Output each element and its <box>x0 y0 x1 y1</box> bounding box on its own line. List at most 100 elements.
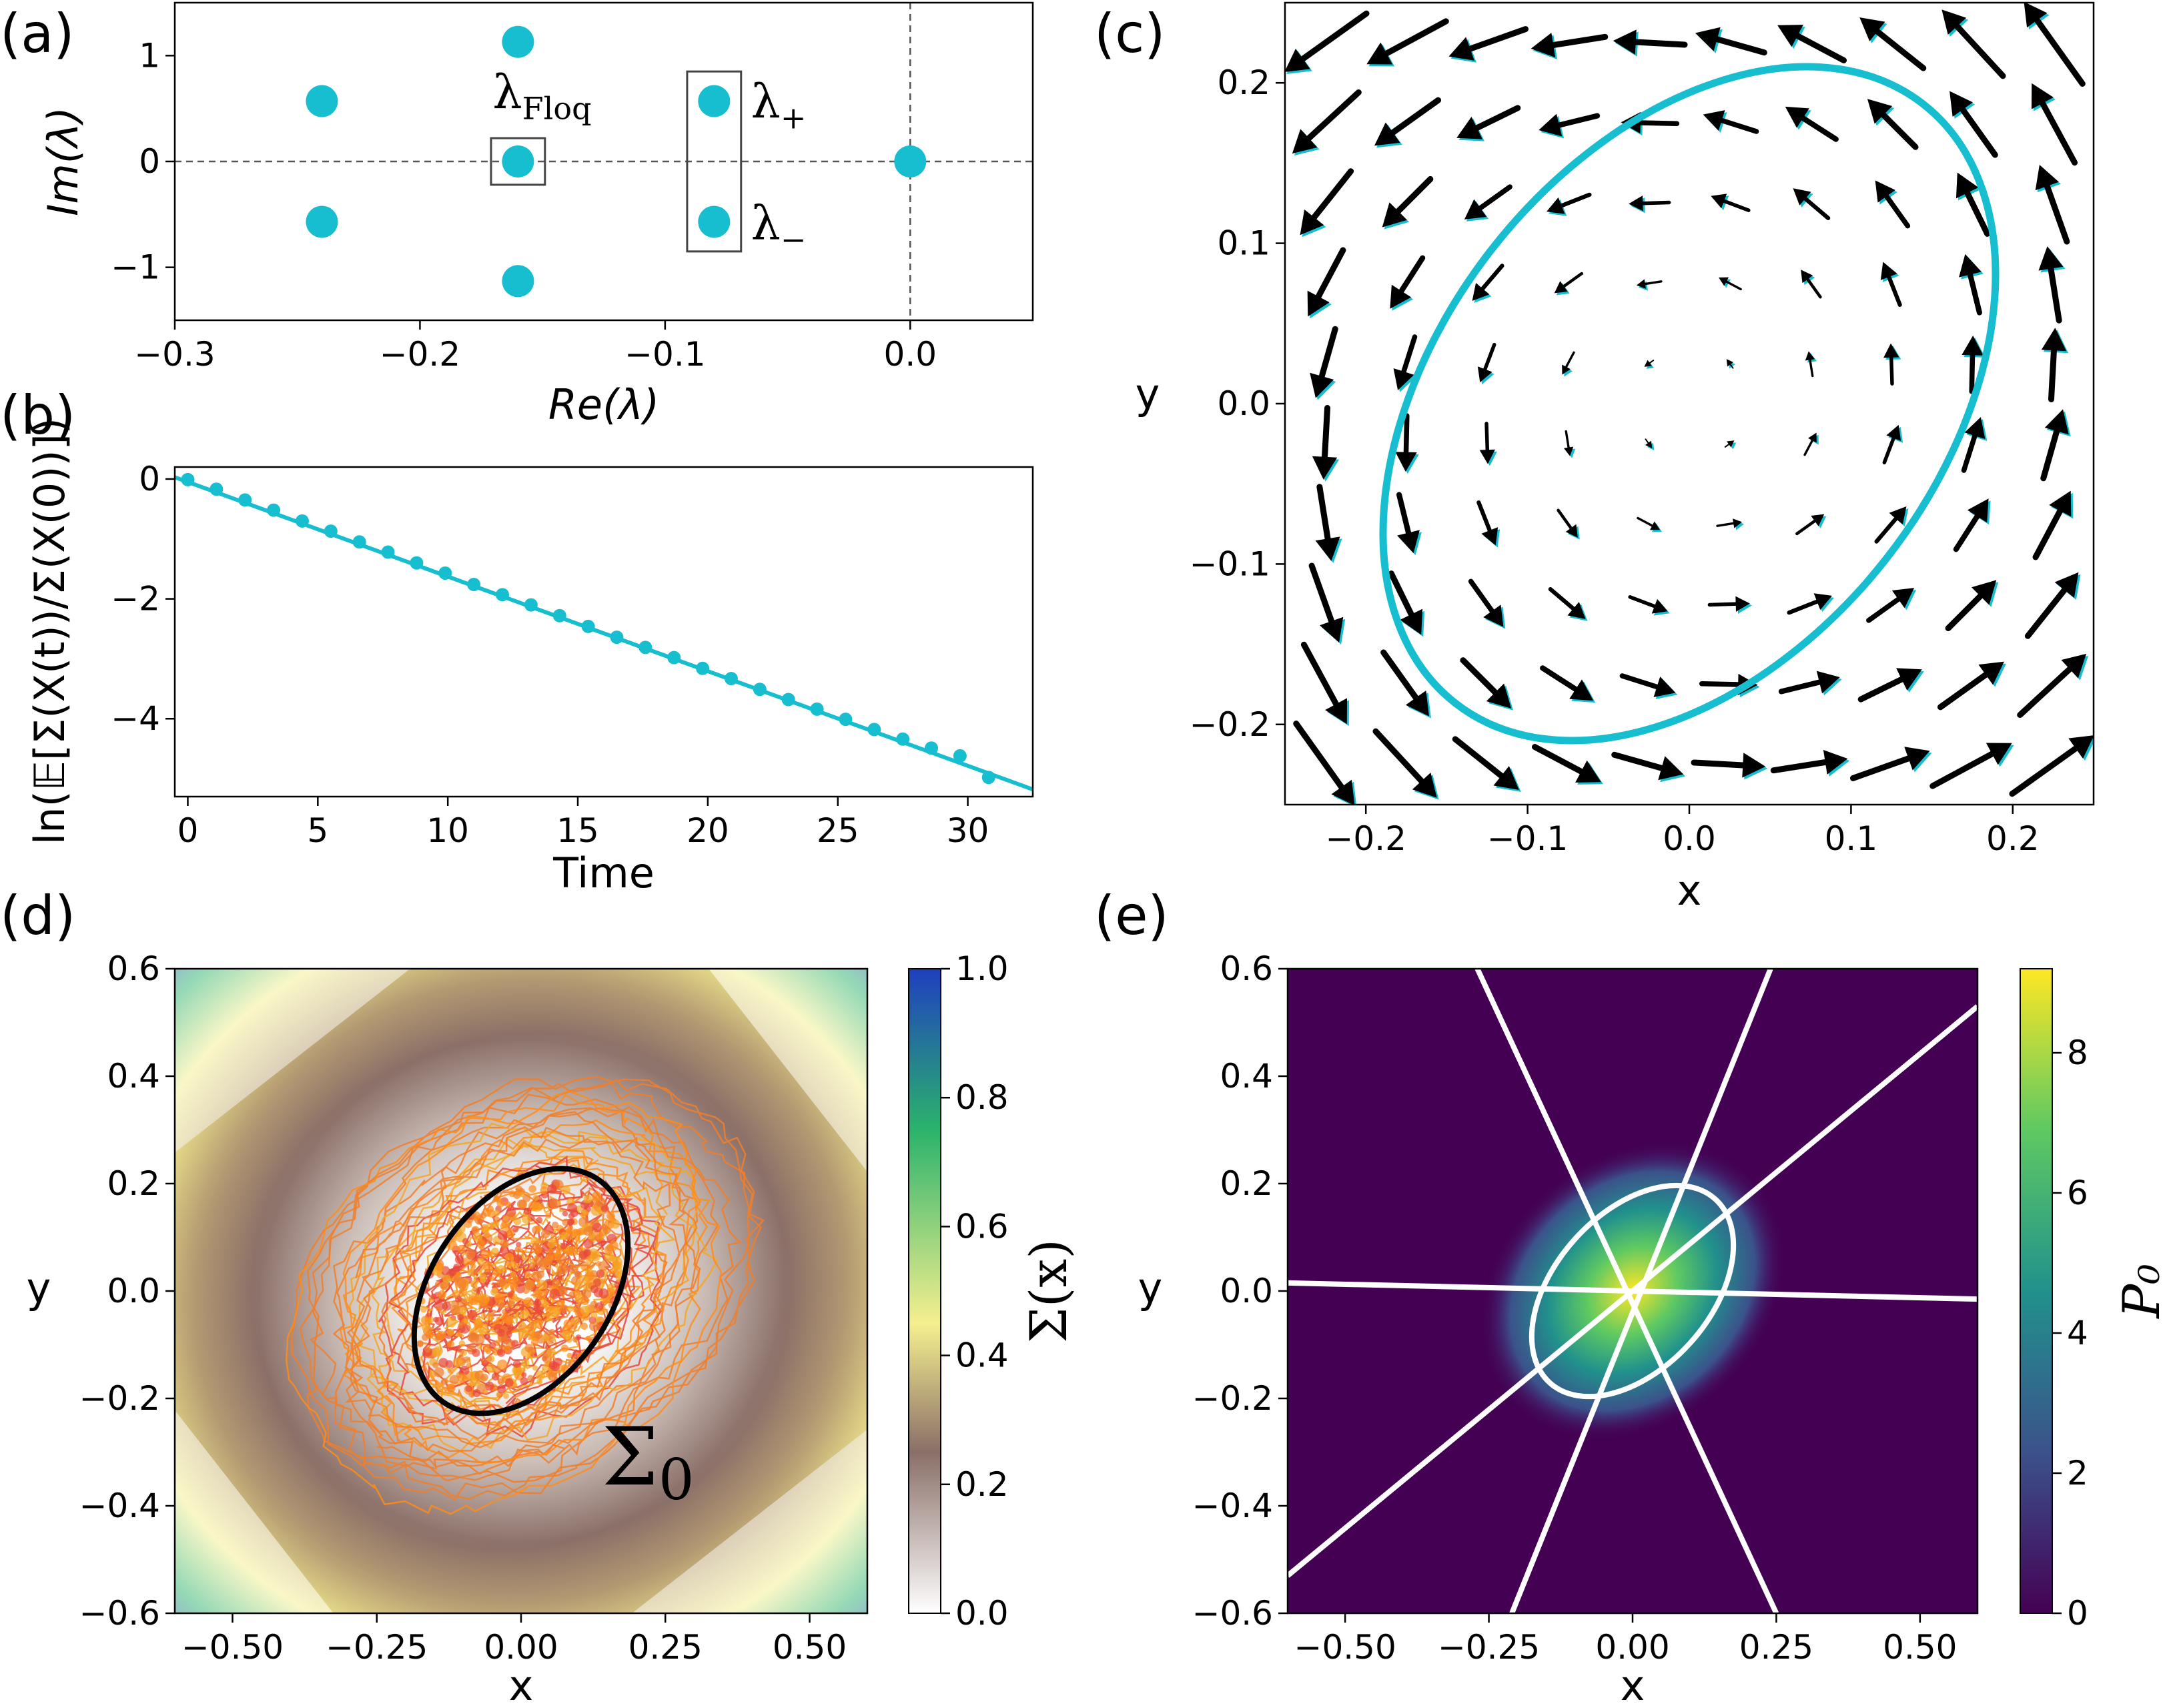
e-y-label: y <box>1138 1264 1163 1312</box>
d-trajectory-dense <box>584 1250 591 1257</box>
d-trajectory-dense <box>503 1346 511 1354</box>
d-trajectory-dense <box>558 1264 569 1275</box>
c-field-arrow-head <box>1374 122 1400 146</box>
a-eigen-label: λFloq <box>492 65 591 127</box>
d-trajectory-dense <box>537 1290 546 1300</box>
d-trajectory-dense <box>585 1304 594 1314</box>
c-field-arrow-head <box>1777 25 1803 47</box>
c-field-arrow-shaft <box>1293 720 1350 798</box>
c-field-arrow-shaft <box>1372 728 1431 791</box>
d-sigma0-ellipse <box>411 1166 631 1416</box>
c-field-arrow-head <box>1481 527 1498 546</box>
b-data-point <box>753 683 767 697</box>
a-annotations: λFloq λ+ λ− <box>492 65 806 258</box>
d-trajectory-dense <box>534 1318 543 1327</box>
d-trajectory-dense <box>565 1228 572 1235</box>
d-trajectory-dense <box>514 1190 520 1196</box>
d-trajectory-dense <box>422 1334 429 1341</box>
c-field-arrow-head <box>1889 506 1907 525</box>
c-field-arrow-head <box>1448 37 1474 61</box>
d-trajectory-dense <box>534 1225 540 1231</box>
c-xtick-label: 0.1 <box>1825 819 1878 858</box>
e-colorbar-ticks: 8 6 4 2 0 <box>2052 1033 2088 1633</box>
d-trajectory-dense <box>534 1330 542 1340</box>
c-field-arrow-head <box>1695 27 1721 51</box>
a-highlight-box <box>490 137 546 186</box>
d-y-ticks: 0.6 0.4 0.2 0.0 −0.2 −0.4 −0.6 <box>79 949 175 1633</box>
c-field-arrow-head <box>1956 172 1979 199</box>
c-field-arrow-head <box>1629 195 1643 211</box>
d-trajectory-dense <box>582 1210 588 1216</box>
c-field-arrow-shaft <box>1316 484 1332 551</box>
c-ytick-label: −0.2 <box>1190 705 1270 744</box>
a-xtick-label: −0.2 <box>380 335 460 374</box>
d-trajectory-dense <box>522 1194 531 1202</box>
panel-e: (e) −0.50 −0.25 0.00 0.25 0.50 0.6 0.4 0.2 0.0 −… <box>1094 885 2171 1708</box>
e-xtick-label: 0.25 <box>1739 1628 1813 1667</box>
d-trajectory-dense <box>532 1194 540 1201</box>
d-trajectory-dense <box>456 1278 467 1289</box>
panel-b: (b) 0 5 10 15 20 25 30 0 −2 −4 Time ln(𝔼[Σ(X(t))… <box>0 384 1034 897</box>
b-data-point <box>696 661 710 675</box>
c-field-arrow-head <box>1547 197 1565 214</box>
c-field-arrow-head <box>1805 351 1815 361</box>
a-ytick-label: −1 <box>111 248 160 287</box>
c-field-arrow-head <box>1493 766 1519 790</box>
d-trajectory-dense <box>558 1286 568 1296</box>
d-trajectory-dense <box>479 1273 487 1281</box>
c-field-arrow-shaft <box>2048 338 2058 403</box>
d-trajectory-dense <box>608 1254 616 1262</box>
d-trajectory-dense <box>546 1347 556 1357</box>
d-trajectory-dense <box>588 1321 599 1332</box>
c-field-arrow-head <box>1307 290 1330 317</box>
a-eigenvalue-points <box>306 25 927 298</box>
d-trajectory-dense <box>486 1354 495 1363</box>
c-field-arrow-shaft <box>1458 26 1529 55</box>
d-trajectory-dense <box>580 1297 589 1306</box>
e-ytick-label: 0.2 <box>1220 1164 1273 1203</box>
c-field-arrow-head <box>1300 209 1324 236</box>
c-field-arrow-head <box>1904 747 1930 771</box>
c-y-label: y <box>1136 370 1160 418</box>
d-trajectory-dense <box>514 1366 523 1376</box>
b-data-point <box>381 545 395 559</box>
c-field-arrow-shaft <box>1531 744 1593 779</box>
d-trajectory-dense <box>521 1214 531 1224</box>
d-trajectory-dense <box>462 1257 471 1266</box>
d-trajectory-dense <box>507 1292 514 1298</box>
d-trajectory <box>291 1076 765 1501</box>
d-trajectory-dense <box>482 1226 490 1234</box>
d-trajectory-dense <box>590 1312 598 1319</box>
d-xtick-label: 0.00 <box>484 1628 558 1667</box>
c-field-arrow-head <box>1972 580 1997 605</box>
c-field-arrow-head <box>1703 110 1725 131</box>
c-field-arrow-head <box>1742 753 1766 778</box>
d-ellipse <box>411 1166 631 1416</box>
d-trajectory-dense <box>598 1288 609 1299</box>
d-trajectory-dense <box>538 1280 548 1290</box>
b-data-point <box>496 588 510 602</box>
d-trajectory-dense <box>490 1288 498 1296</box>
d-xtick-label: −0.25 <box>326 1628 428 1667</box>
d-trajectory-dense <box>583 1239 593 1249</box>
d-trajectory-dense <box>516 1199 527 1210</box>
e-ytick-label: 0.6 <box>1220 949 1273 988</box>
d-trajectory-dense <box>528 1185 536 1193</box>
c-field-arrow-head <box>1785 106 1809 128</box>
d-trajectory-dense <box>506 1261 513 1268</box>
panel-b-letter: (b) <box>0 384 75 446</box>
d-trajectory-dense <box>536 1378 543 1385</box>
d-colorbar-tick-label: 0.8 <box>955 1078 1009 1117</box>
e-colorbar-tick-label: 8 <box>2067 1033 2088 1072</box>
d-xtick-label: 0.25 <box>628 1628 703 1667</box>
d-trajectory-dense <box>521 1359 530 1368</box>
c-field-arrow-shaft <box>1382 97 1442 141</box>
c-ellipse <box>1379 63 2000 745</box>
c-ytick-label: 0.1 <box>1217 224 1270 263</box>
d-trajectory-dense <box>536 1216 543 1224</box>
e-colorbar-tick-label: 2 <box>2067 1454 2088 1492</box>
d-trajectory-dense <box>583 1194 592 1204</box>
d-trajectory-dense <box>562 1210 568 1217</box>
d-trajectories <box>286 1076 765 1515</box>
